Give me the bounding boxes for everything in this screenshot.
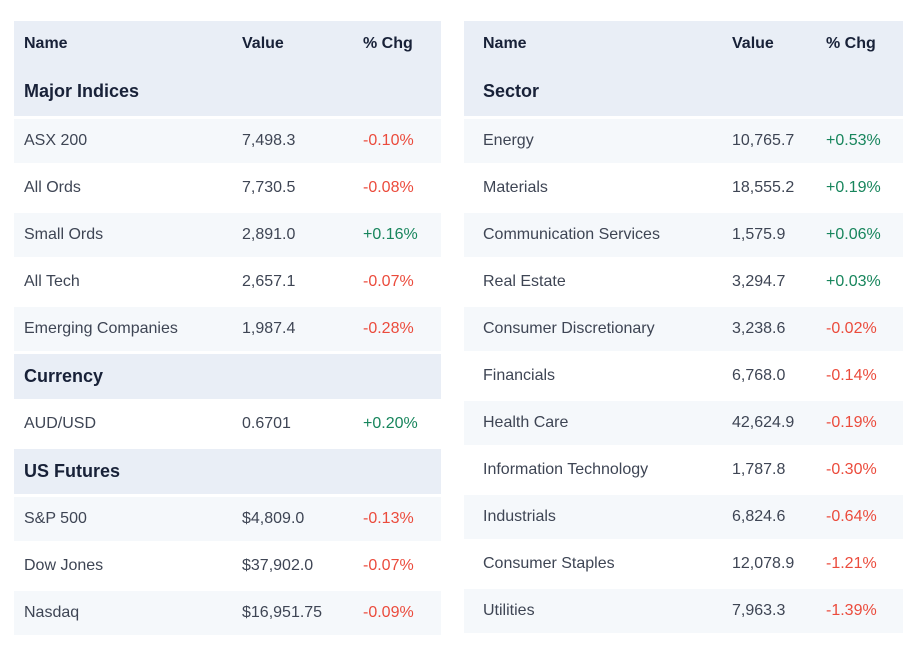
table-row-consumer-discretionary[interactable]: Consumer Discretionary 3,238.6 -0.02%: [464, 307, 903, 351]
row-percent-change: -0.19%: [826, 414, 877, 431]
table-row-nasdaq[interactable]: Nasdaq $16,951.75 -0.09%: [14, 591, 441, 635]
table-header-block: Name Value % Chg Major Indices: [14, 21, 441, 116]
section-title-us-futures: US Futures: [14, 449, 441, 494]
table-row-aud-usd[interactable]: AUD/USD 0.6701 +0.20%: [14, 402, 441, 446]
column-header-name: Name: [483, 35, 527, 52]
column-header-row: Name Value % Chg: [14, 21, 441, 67]
row-percent-change: +0.03%: [826, 273, 881, 290]
row-name: Utilities: [483, 602, 535, 619]
section-title-major-indices: Major Indices: [24, 81, 140, 101]
row-value: 7,730.5: [242, 179, 296, 196]
table-row-financials[interactable]: Financials 6,768.0 -0.14%: [464, 354, 903, 398]
row-percent-change: +0.20%: [363, 415, 418, 432]
row-percent-change: -0.28%: [363, 320, 414, 337]
row-percent-change: -0.07%: [363, 557, 414, 574]
column-header-row: Name Value % Chg: [464, 21, 903, 67]
row-name: Real Estate: [483, 273, 566, 290]
row-value: 1,787.8: [732, 461, 786, 478]
row-name: All Ords: [24, 179, 81, 196]
table-row-dow-jones[interactable]: Dow Jones $37,902.0 -0.07%: [14, 544, 441, 588]
table-row-emerging-companies[interactable]: Emerging Companies 1,987.4 -0.28%: [14, 307, 441, 351]
row-value: 0.6701: [242, 415, 291, 432]
row-name: Health Care: [483, 414, 569, 431]
table-row-real-estate[interactable]: Real Estate 3,294.7 +0.03%: [464, 260, 903, 304]
row-value: $37,902.0: [242, 557, 314, 574]
row-value: 7,963.3: [732, 602, 786, 619]
table-row-all-ords[interactable]: All Ords 7,730.5 -0.08%: [14, 166, 441, 210]
table-row-health-care[interactable]: Health Care 42,624.9 -0.19%: [464, 401, 903, 445]
table-row-materials[interactable]: Materials 18,555.2 +0.19%: [464, 166, 903, 210]
row-name: Communication Services: [483, 226, 660, 243]
section-title-currency: Currency: [14, 354, 441, 399]
row-value: 1,575.9: [732, 226, 786, 243]
market-table-sectors: Name Value % Chg Sector Energy 10,765.7 +0.53%…: [464, 21, 903, 636]
row-percent-change: -0.30%: [826, 461, 877, 478]
row-percent-change: +0.16%: [363, 226, 418, 243]
row-value: $16,951.75: [242, 604, 323, 621]
table-row-energy[interactable]: Energy 10,765.7 +0.53%: [464, 119, 903, 163]
column-header-value: Value: [242, 35, 284, 52]
row-value: 2,891.0: [242, 226, 296, 243]
row-name: AUD/USD: [24, 415, 97, 432]
row-name: Small Ords: [24, 226, 104, 243]
row-name: All Tech: [24, 273, 80, 290]
row-value: $4,809.0: [242, 510, 305, 527]
row-value: 12,078.9: [732, 555, 795, 572]
table-header-block: Name Value % Chg Sector: [464, 21, 903, 116]
row-name: Nasdaq: [24, 604, 80, 621]
table-row-utilities[interactable]: Utilities 7,963.3 -1.39%: [464, 589, 903, 633]
column-header-value: Value: [732, 35, 774, 52]
row-percent-change: -0.07%: [363, 273, 414, 290]
row-name: Energy: [483, 132, 534, 149]
row-name: Materials: [483, 179, 548, 196]
row-name: Financials: [483, 367, 556, 384]
column-header-chg: % Chg: [363, 35, 413, 52]
table-row-s-p-500[interactable]: S&P 500 $4,809.0 -0.13%: [14, 497, 441, 541]
row-value: 6,768.0: [732, 367, 786, 384]
table-row-information-technology[interactable]: Information Technology 1,787.8 -0.30%: [464, 448, 903, 492]
row-percent-change: +0.19%: [826, 179, 881, 196]
row-percent-change: -1.21%: [826, 555, 877, 572]
row-name: Information Technology: [483, 461, 649, 478]
row-name: Industrials: [483, 508, 556, 525]
row-value: 10,765.7: [732, 132, 795, 149]
row-percent-change: -0.13%: [363, 510, 414, 527]
row-percent-change: -0.09%: [363, 604, 414, 621]
row-percent-change: -0.14%: [826, 367, 877, 384]
column-header-name: Name: [24, 35, 68, 52]
table-row-communication-services[interactable]: Communication Services 1,575.9 +0.06%: [464, 213, 903, 257]
column-header-chg: % Chg: [826, 35, 876, 52]
row-percent-change: +0.06%: [826, 226, 881, 243]
row-name: Emerging Companies: [24, 320, 178, 337]
row-value: 18,555.2: [732, 179, 795, 196]
row-value: 3,238.6: [732, 320, 786, 337]
row-value: 7,498.3: [242, 132, 296, 149]
row-name: Consumer Discretionary: [483, 320, 655, 337]
row-percent-change: -1.39%: [826, 602, 877, 619]
table-row-asx-200[interactable]: ASX 200 7,498.3 -0.10%: [14, 119, 441, 163]
section-title-sector: Sector: [483, 81, 540, 101]
row-value: 1,987.4: [242, 320, 296, 337]
row-value: 42,624.9: [732, 414, 795, 431]
row-value: 3,294.7: [732, 273, 786, 290]
row-percent-change: -0.64%: [826, 508, 877, 525]
table-row-small-ords[interactable]: Small Ords 2,891.0 +0.16%: [14, 213, 441, 257]
row-percent-change: -0.02%: [826, 320, 877, 337]
table-row-industrials[interactable]: Industrials 6,824.6 -0.64%: [464, 495, 903, 539]
row-name: ASX 200: [24, 132, 88, 149]
row-value: 2,657.1: [242, 273, 296, 290]
market-table-indices: Name Value % Chg Major Indices ASX 200 7,498.…: [14, 21, 441, 638]
row-name: Consumer Staples: [483, 555, 615, 572]
row-name: Dow Jones: [24, 557, 104, 574]
row-value: 6,824.6: [732, 508, 786, 525]
row-name: S&P 500: [24, 510, 87, 527]
table-row-all-tech[interactable]: All Tech 2,657.1 -0.07%: [14, 260, 441, 304]
table-row-consumer-staples[interactable]: Consumer Staples 12,078.9 -1.21%: [464, 542, 903, 586]
row-percent-change: -0.08%: [363, 179, 414, 196]
row-percent-change: -0.10%: [363, 132, 414, 149]
row-percent-change: +0.53%: [826, 132, 881, 149]
